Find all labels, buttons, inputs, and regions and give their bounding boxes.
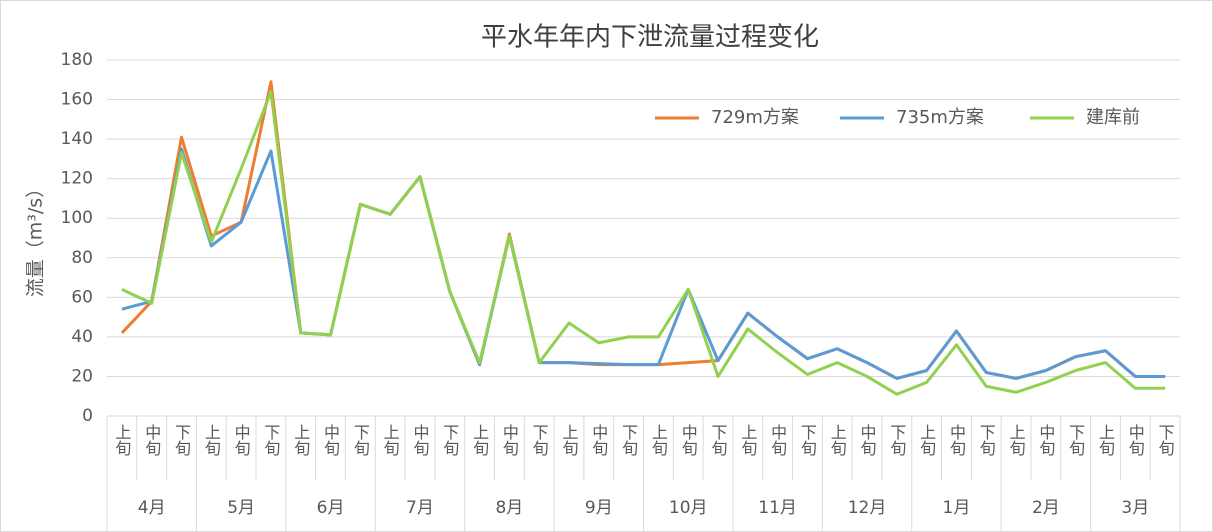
y-tick-label: 120 [61, 169, 93, 189]
x-tick-label: 上旬 [1007, 424, 1026, 457]
x-tick-label: 上旬 [1096, 424, 1115, 457]
x-tick-label: 上旬 [917, 424, 936, 457]
group-label: 8月 [495, 498, 523, 518]
x-tick-label: 下旬 [709, 424, 728, 457]
group-label: 9月 [585, 498, 613, 518]
x-tick-label: 下旬 [977, 424, 996, 457]
x-tick-label: 中旬 [1036, 424, 1055, 457]
group-label: 5月 [227, 498, 255, 518]
group-label: 3月 [1121, 498, 1149, 518]
y-tick-label: 80 [71, 248, 93, 268]
y-tick-label: 40 [71, 327, 93, 347]
y-tick-label: 60 [71, 287, 93, 307]
x-tick-label: 中旬 [589, 424, 608, 457]
x-tick-label: 中旬 [410, 424, 429, 457]
x-tick-label: 中旬 [858, 424, 877, 457]
y-tick-label: 140 [61, 129, 93, 149]
x-tick-label: 下旬 [1156, 424, 1175, 457]
y-axis-label: 流量（m³/s） [25, 179, 47, 297]
legend-label: 735m方案 [896, 107, 984, 128]
x-tick-label: 上旬 [202, 424, 221, 457]
x-tick-label: 上旬 [291, 424, 310, 457]
x-tick-label: 中旬 [947, 424, 966, 457]
x-tick-label: 上旬 [559, 424, 578, 457]
group-label: 7月 [406, 498, 434, 518]
x-tick-label: 上旬 [381, 424, 400, 457]
x-tick-label: 中旬 [232, 424, 251, 457]
x-tick-label: 上旬 [649, 424, 668, 457]
x-tick-label: 上旬 [470, 424, 489, 457]
group-label: 6月 [317, 498, 345, 518]
series-line [121, 90, 1166, 396]
x-tick-label: 下旬 [172, 424, 191, 457]
x-tick-label: 上旬 [738, 424, 757, 457]
y-tick-label: 0 [82, 406, 93, 426]
x-tick-label: 中旬 [142, 424, 161, 457]
group-label: 4月 [138, 498, 166, 518]
y-tick-label: 160 [61, 90, 93, 110]
x-tick-label: 下旬 [1066, 424, 1085, 457]
group-label: 12月 [848, 498, 887, 518]
x-tick-label: 下旬 [887, 424, 906, 457]
x-tick-label: 中旬 [768, 424, 787, 457]
x-tick-label: 上旬 [112, 424, 131, 457]
legend-label: 建库前 [1086, 107, 1140, 128]
group-label: 10月 [669, 498, 708, 518]
x-tick-label: 上旬 [828, 424, 847, 457]
x-tick-label: 下旬 [798, 424, 817, 457]
x-tick-label: 下旬 [261, 424, 280, 457]
chart-title: 平水年年内下泄流量过程变化 [481, 23, 819, 53]
x-tick-label: 中旬 [321, 424, 340, 457]
x-tick-label: 下旬 [351, 424, 370, 457]
x-tick-label: 下旬 [440, 424, 459, 457]
y-tick-label: 20 [71, 366, 93, 386]
y-tick-label: 100 [61, 208, 93, 228]
group-label: 1月 [943, 498, 971, 518]
y-tick-label: 180 [61, 50, 93, 70]
x-tick-label: 下旬 [530, 424, 549, 457]
legend-label: 729m方案 [711, 107, 799, 128]
x-tick-label: 中旬 [500, 424, 519, 457]
x-tick-label: 中旬 [679, 424, 698, 457]
group-label: 11月 [758, 498, 797, 518]
group-label: 2月 [1032, 498, 1060, 518]
x-tick-label: 中旬 [1126, 424, 1145, 457]
x-tick-label: 下旬 [619, 424, 638, 457]
